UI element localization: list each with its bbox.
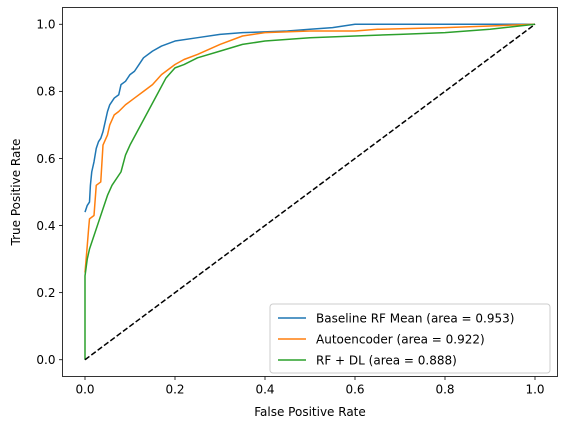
x-axis-label: False Positive Rate xyxy=(254,405,366,419)
x-tick-label: 0.8 xyxy=(435,383,454,397)
legend-label: Baseline RF Mean (area = 0.953) xyxy=(316,311,514,325)
series-line-0 xyxy=(85,24,535,212)
legend-label: RF + DL (area = 0.888) xyxy=(316,353,457,367)
x-tick-label: 0.6 xyxy=(345,383,364,397)
x-tick-label: 0.2 xyxy=(165,383,184,397)
y-tick-label: 0.2 xyxy=(36,286,55,300)
legend: Baseline RF Mean (area = 0.953) Autoencod… xyxy=(270,304,550,373)
y-axis-ticks: 0.0 0.2 0.4 0.6 0.8 1.0 xyxy=(36,18,62,367)
legend-label: Autoencoder (area = 0.922) xyxy=(316,332,485,346)
y-axis-label: True Positive Rate xyxy=(9,139,23,247)
y-tick-label: 0.4 xyxy=(36,219,55,233)
y-tick-label: 0.8 xyxy=(36,85,55,99)
x-tick-label: 1.0 xyxy=(525,383,544,397)
y-tick-label: 0.0 xyxy=(36,353,55,367)
y-tick-label: 1.0 xyxy=(36,18,55,32)
series-line-1 xyxy=(85,24,535,272)
x-tick-label: 0.4 xyxy=(255,383,274,397)
x-tick-label: 0.0 xyxy=(75,383,94,397)
x-axis-ticks: 0.0 0.2 0.4 0.6 0.8 1.0 xyxy=(75,377,544,397)
y-tick-label: 0.6 xyxy=(36,152,55,166)
